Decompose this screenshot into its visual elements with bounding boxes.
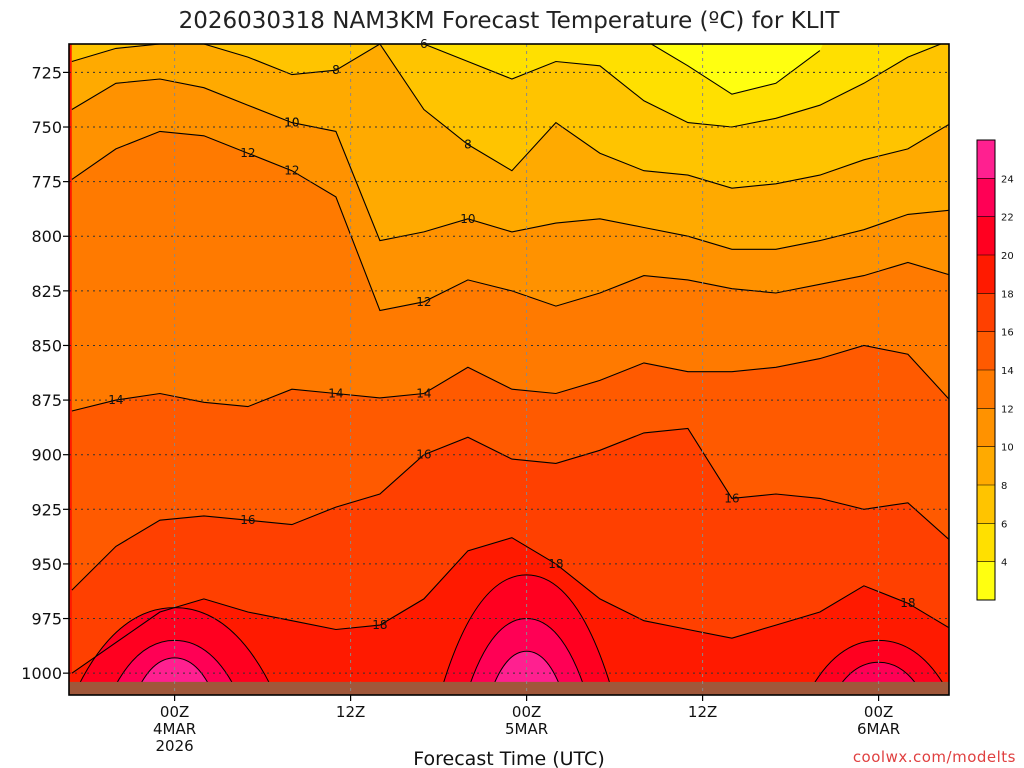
colorbar-segment-7	[977, 293, 995, 332]
y-tick-label-950: 950	[31, 555, 62, 574]
colorbar-segment-3	[977, 446, 995, 485]
x-tick-label-12-0: 12Z	[336, 703, 365, 721]
isotherm-6-seg-0	[423, 44, 943, 128]
contour-label-16-1: 16	[416, 448, 431, 462]
plot-area	[69, 44, 949, 695]
isotherm-18-seg-0	[71, 537, 949, 674]
y-tick-label-750: 750	[31, 118, 62, 137]
colorbar-label-20: 20	[1001, 251, 1014, 262]
colorbar: 4 6 8 10 12 14 16 18 20 22 24	[976, 139, 1014, 601]
contour-label-18-1: 18	[548, 557, 563, 571]
credit-text: coolwx.com/modelts	[853, 748, 1016, 766]
y-tick-label-975: 975	[31, 610, 62, 629]
contour-label-18-0: 18	[372, 618, 387, 632]
isotherm-14-seg-0	[71, 344, 949, 412]
contour-label-6-1: 6	[420, 37, 428, 51]
y-axis: 725 750 775 800 825 850 875 900 925 950 975 1000	[21, 63, 69, 683]
isotherm-16-seg-0	[71, 427, 949, 591]
x-tick-label-0-1: 4MAR	[153, 720, 196, 738]
y-tick-label-875: 875	[31, 391, 62, 410]
band-below-6	[423, 44, 941, 127]
x-axis-label: Forecast Time (UTC)	[413, 748, 604, 768]
colorbar-label-18: 18	[1001, 289, 1014, 300]
contour-label-18-2: 18	[900, 596, 915, 610]
y-tick-label-1000: 1000	[21, 664, 62, 683]
contour-label-14-0: 14	[108, 393, 123, 407]
colorbar-segment-6	[977, 331, 995, 370]
contour-label-14-1: 14	[328, 387, 343, 401]
contour-label-12-2: 12	[416, 295, 431, 309]
colorbar-segment-4	[977, 408, 995, 447]
isotherm-12-seg-0	[71, 130, 949, 312]
colorbar-label-8: 8	[1001, 481, 1007, 492]
colorbar-label-12: 12	[1001, 404, 1014, 415]
grid-lines	[69, 44, 949, 695]
y-tick-label-900: 900	[31, 446, 62, 465]
colorbar-segment-10	[977, 178, 995, 217]
isotherm-lines	[71, 44, 949, 674]
colorbar-label-14: 14	[1001, 366, 1014, 377]
contour-label-16-0: 16	[240, 513, 255, 527]
y-tick-label-925: 925	[31, 500, 62, 519]
x-tick-label-36-0: 12Z	[688, 703, 717, 721]
band-below-4	[651, 44, 823, 95]
colorbar-label-10: 10	[1001, 443, 1014, 454]
y-tick-label-825: 825	[31, 282, 62, 301]
isotherm-8-seg-0	[71, 44, 949, 189]
y-tick-label-850: 850	[31, 336, 62, 355]
plot-frame	[68, 43, 950, 696]
colorbar-label-16: 16	[1001, 328, 1014, 339]
contour-label-14-2: 14	[416, 387, 431, 401]
colorbar-segment-5	[977, 370, 995, 409]
colorbar-label-6: 6	[1001, 519, 1007, 530]
contour-label-16-2: 16	[724, 491, 739, 505]
contour-label-10-0: 10	[284, 116, 299, 130]
y-tick-label-800: 800	[31, 227, 62, 246]
contour-label-10-2: 10	[460, 212, 475, 226]
contour-label-12-1: 12	[284, 164, 299, 178]
colorbar-segment-9	[977, 216, 995, 255]
chart-title: 2026030318 NAM3KM Forecast Temperature (…	[179, 8, 841, 34]
temperature-bands	[69, 44, 949, 695]
colorbar-label-4: 4	[1001, 558, 1007, 569]
ground-surface	[69, 681, 949, 695]
contour-label-8-1: 8	[464, 137, 472, 151]
isotherm-10-seg-0	[71, 78, 949, 250]
contour-label-8-0: 8	[332, 63, 340, 77]
x-tick-label-0-0: 00Z	[160, 703, 189, 721]
x-tick-label-24-0: 00Z	[512, 703, 541, 721]
colorbar-segment-2	[977, 485, 995, 524]
colorbar-segment-11	[977, 140, 995, 179]
y-tick-label-725: 725	[31, 63, 62, 82]
colorbar-segment-8	[977, 255, 995, 294]
colorbar-segment-0	[977, 561, 995, 600]
x-tick-label-0-2: 2026	[156, 737, 194, 755]
y-tick-label-775: 775	[31, 173, 62, 192]
colorbar-label-24: 24	[1001, 174, 1014, 185]
contour-label-12-0: 12	[240, 146, 255, 160]
x-tick-label-48-1: 6MAR	[857, 720, 900, 738]
contour-label-10-1: 10	[284, 116, 299, 130]
colorbar-label-22: 22	[1001, 213, 1014, 224]
x-tick-label-48-0: 00Z	[864, 703, 893, 721]
x-tick-label-24-1: 5MAR	[505, 720, 548, 738]
colorbar-segment-1	[977, 523, 995, 562]
